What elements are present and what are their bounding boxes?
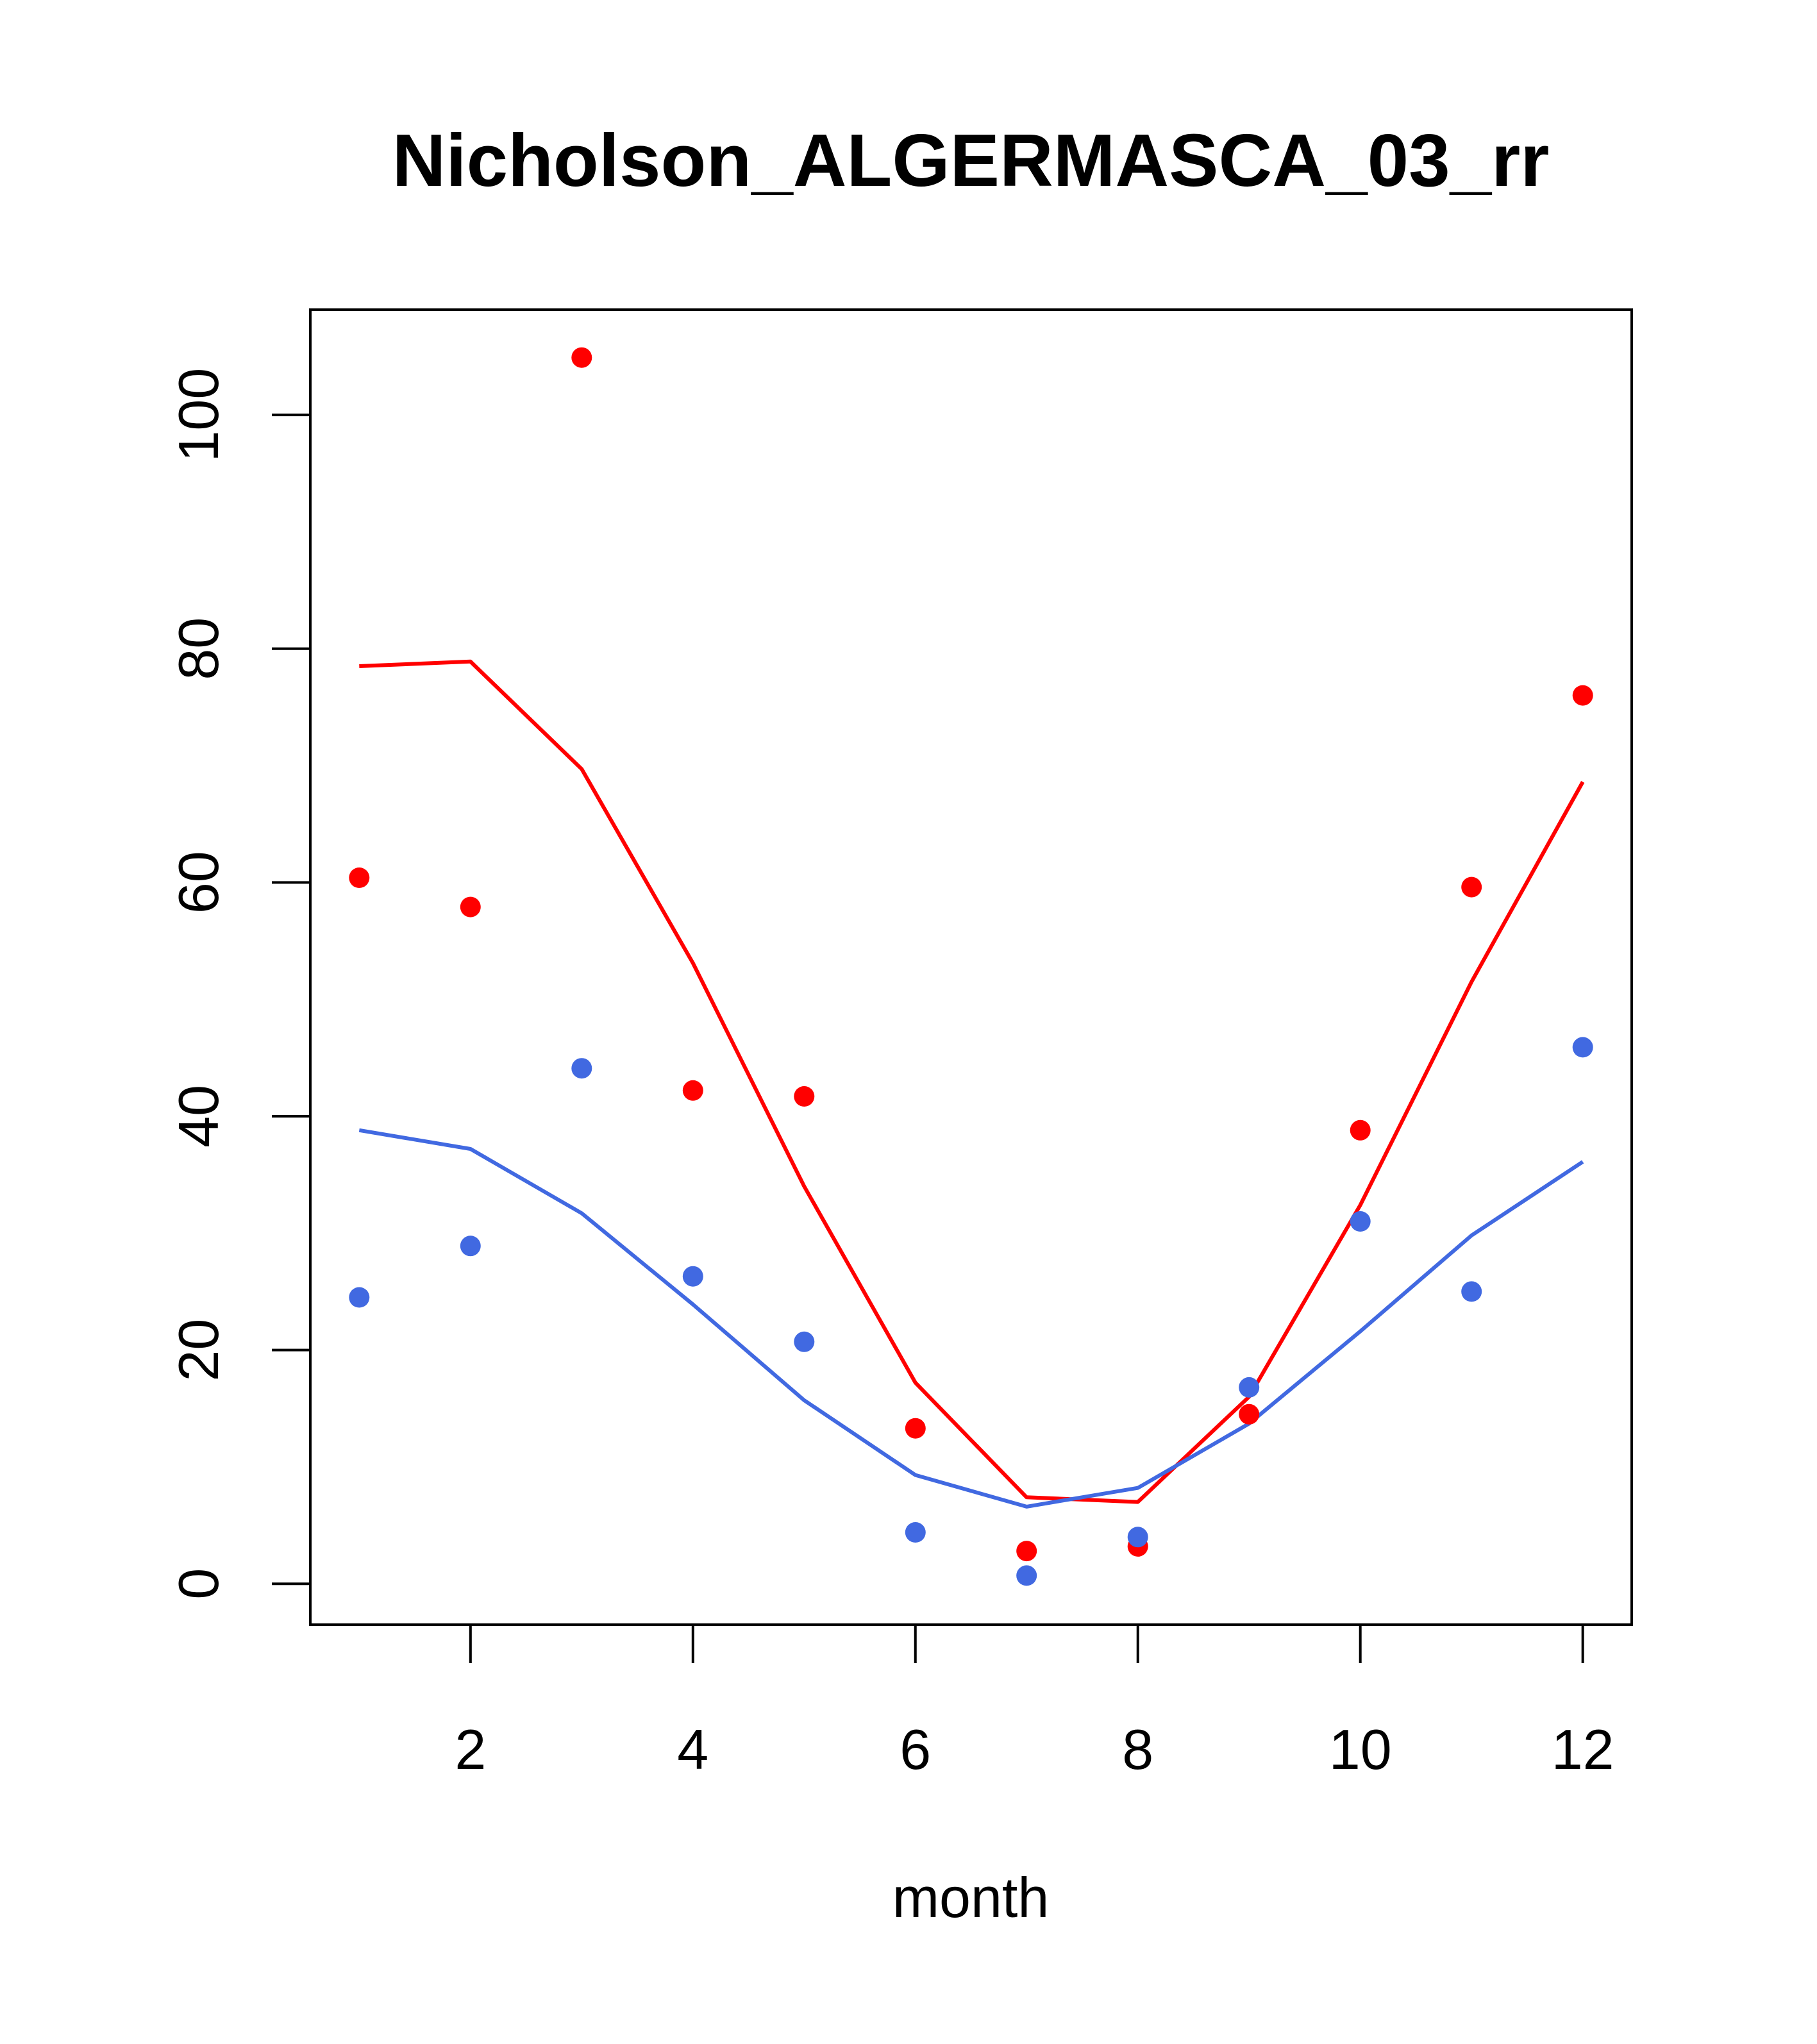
y-axis: 0 20 40 60 80 100: [167, 368, 312, 1600]
series-line-2: [358, 1128, 1584, 1509]
series-points: [349, 347, 1593, 1586]
data-point: [1016, 1541, 1037, 1562]
x-tick-label: 6: [900, 1718, 931, 1781]
y-tick-label: 100: [167, 368, 230, 462]
x-axis: 2 4 6 8 10 12: [455, 1623, 1614, 1781]
data-point: [1350, 1211, 1371, 1232]
chart-title: Nicholson_ALGERMASCA_03_rr: [392, 119, 1550, 202]
data-point: [571, 347, 592, 368]
x-tick-label: 8: [1122, 1718, 1153, 1781]
y-tick-label: 40: [167, 1085, 230, 1148]
data-point: [349, 867, 370, 888]
data-point: [905, 1418, 926, 1439]
y-tick-label: 60: [167, 851, 230, 914]
data-point: [571, 1058, 592, 1079]
data-point: [1350, 1119, 1371, 1141]
data-point: [1239, 1403, 1260, 1425]
series-lines: [358, 659, 1585, 1509]
x-tick-label: 12: [1552, 1718, 1614, 1781]
data-point: [460, 896, 481, 917]
data-point: [460, 1236, 481, 1257]
data-point: [794, 1331, 815, 1352]
x-tick-label: 4: [677, 1718, 708, 1781]
data-point: [794, 1086, 815, 1107]
data-point: [1572, 1037, 1593, 1058]
y-tick-label: 80: [167, 617, 230, 680]
data-point: [349, 1287, 370, 1308]
plot-frame: [309, 308, 1633, 1626]
x-tick-label: 10: [1329, 1718, 1392, 1781]
data-point: [1572, 685, 1593, 706]
data-point: [1461, 1281, 1482, 1302]
data-point: [1461, 876, 1482, 898]
series-line-0: [359, 659, 1585, 1504]
data-point: [682, 1080, 703, 1101]
data-point: [1127, 1527, 1148, 1548]
x-axis-label: month: [892, 1866, 1050, 1929]
data-point: [1239, 1377, 1260, 1398]
data-point: [682, 1266, 703, 1287]
x-tick-label: 2: [455, 1718, 486, 1781]
data-point: [905, 1522, 926, 1543]
y-tick-label: 0: [167, 1568, 230, 1600]
data-point: [1016, 1565, 1037, 1586]
y-tick-label: 20: [167, 1319, 230, 1382]
